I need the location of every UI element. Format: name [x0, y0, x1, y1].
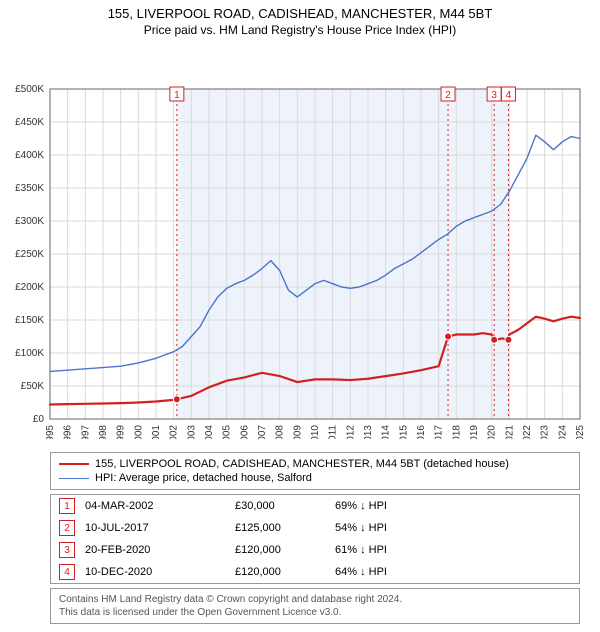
x-tick-label: 2007 [257, 425, 268, 439]
x-tick-label: 2008 [275, 425, 286, 439]
sale-marker-label: 1 [174, 90, 180, 101]
legend-item: 155, LIVERPOOL ROAD, CADISHEAD, MANCHEST… [59, 457, 571, 471]
x-tick-label: 2001 [151, 425, 162, 439]
sale-marker-ref: 2 [59, 520, 75, 536]
sale-vs-hpi: 64% ↓ HPI [335, 566, 455, 578]
legend-label: HPI: Average price, detached house, Salf… [95, 472, 312, 484]
sale-marker-ref: 4 [59, 564, 75, 580]
y-tick-label: £250K [15, 249, 44, 260]
y-tick-label: £400K [15, 150, 44, 161]
y-tick-label: £0 [33, 414, 45, 425]
chart-plot: £0 £50K £100K £150K £200K £250K £300K £350K £400… [0, 39, 600, 444]
x-tick-label: 2004 [204, 425, 215, 439]
chart-subtitle: Price paid vs. HM Land Registry's House … [0, 23, 600, 37]
y-tick-label: £300K [15, 216, 44, 227]
legend: 155, LIVERPOOL ROAD, CADISHEAD, MANCHEST… [50, 452, 580, 490]
x-tick-label: 1996 [63, 425, 74, 439]
x-tick-label: 2024 [557, 425, 568, 439]
x-tick-label: 2000 [133, 425, 144, 439]
x-tick-label: 2018 [451, 425, 462, 439]
sale-vs-hpi: 69% ↓ HPI [335, 500, 455, 512]
y-tick-label: £150K [15, 315, 44, 326]
sale-date: 10-JUL-2017 [85, 522, 225, 534]
legend-swatch [59, 478, 89, 479]
y-tick-label: £50K [21, 381, 45, 392]
legend-item: HPI: Average price, detached house, Salf… [59, 471, 571, 485]
sale-point [505, 336, 512, 343]
table-row: 4 10-DEC-2020 £120,000 64% ↓ HPI [51, 561, 579, 583]
x-tick-label: 2006 [239, 425, 250, 439]
legend-label: 155, LIVERPOOL ROAD, CADISHEAD, MANCHEST… [95, 458, 509, 470]
attribution-line: This data is licensed under the Open Gov… [59, 606, 571, 619]
x-tick-label: 1998 [98, 425, 109, 439]
x-tick-label: 2010 [310, 425, 321, 439]
x-tick-label: 2017 [434, 425, 445, 439]
sale-point [445, 333, 452, 340]
sale-marker-label: 2 [445, 90, 451, 101]
sale-date: 20-FEB-2020 [85, 544, 225, 556]
x-tick-label: 2012 [345, 425, 356, 439]
legend-swatch [59, 463, 89, 465]
x-tick-label: 2019 [469, 425, 480, 439]
x-tick-label: 2013 [363, 425, 374, 439]
sales-table: 1 04-MAR-2002 £30,000 69% ↓ HPI 2 10-JUL-2017… [50, 494, 580, 584]
sale-date: 10-DEC-2020 [85, 566, 225, 578]
x-tick-label: 2015 [398, 425, 409, 439]
y-tick-label: £200K [15, 282, 44, 293]
x-tick-label: 1999 [116, 425, 127, 439]
sale-marker-label: 4 [506, 90, 512, 101]
sale-point [491, 336, 498, 343]
sale-price: £120,000 [235, 544, 325, 556]
x-tick-label: 2002 [169, 425, 180, 439]
table-row: 2 10-JUL-2017 £125,000 54% ↓ HPI [51, 517, 579, 539]
x-tick-label: 1997 [80, 425, 91, 439]
sale-marker-ref: 1 [59, 498, 75, 514]
x-tick-label: 2003 [186, 425, 197, 439]
sale-marker-label: 3 [491, 90, 497, 101]
y-tick-label: £350K [15, 183, 44, 194]
x-tick-label: 2022 [522, 425, 533, 439]
sale-price: £120,000 [235, 566, 325, 578]
attribution-line: Contains HM Land Registry data © Crown c… [59, 593, 571, 606]
title-block: 155, LIVERPOOL ROAD, CADISHEAD, MANCHEST… [0, 0, 600, 39]
sale-point [173, 396, 180, 403]
chart-svg: £0 £50K £100K £150K £200K £250K £300K £350K £400… [0, 39, 600, 439]
sale-price: £30,000 [235, 500, 325, 512]
x-tick-label: 2005 [222, 425, 233, 439]
chart-title: 155, LIVERPOOL ROAD, CADISHEAD, MANCHEST… [0, 6, 600, 21]
table-row: 3 20-FEB-2020 £120,000 61% ↓ HPI [51, 539, 579, 561]
sale-marker-ref: 3 [59, 542, 75, 558]
y-tick-label: £100K [15, 348, 44, 359]
sale-price: £125,000 [235, 522, 325, 534]
x-tick-label: 2023 [540, 425, 551, 439]
table-row: 1 04-MAR-2002 £30,000 69% ↓ HPI [51, 495, 579, 517]
chart-container: 155, LIVERPOOL ROAD, CADISHEAD, MANCHEST… [0, 0, 600, 624]
y-tick-label: £450K [15, 117, 44, 128]
x-tick-label: 2025 [575, 425, 586, 439]
x-tick-label: 2020 [487, 425, 498, 439]
sale-vs-hpi: 54% ↓ HPI [335, 522, 455, 534]
y-tick-label: £500K [15, 84, 44, 95]
x-tick-label: 2011 [328, 425, 339, 439]
sale-date: 04-MAR-2002 [85, 500, 225, 512]
x-tick-label: 2016 [416, 425, 427, 439]
x-tick-label: 2014 [381, 425, 392, 439]
attribution: Contains HM Land Registry data © Crown c… [50, 588, 580, 624]
x-tick-label: 2009 [292, 425, 303, 439]
sale-vs-hpi: 61% ↓ HPI [335, 544, 455, 556]
x-tick-label: 1995 [45, 425, 56, 439]
x-tick-label: 2021 [504, 425, 515, 439]
